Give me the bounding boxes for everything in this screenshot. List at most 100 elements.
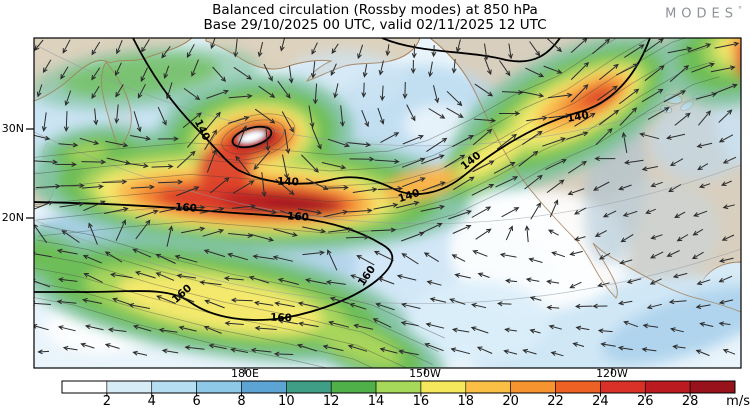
wind-arrow <box>411 44 417 59</box>
wind-arrow <box>140 67 148 83</box>
wind-arrow <box>446 90 463 107</box>
wind-arrow <box>569 281 582 289</box>
wind-arrow <box>524 174 543 190</box>
wind-arrow <box>230 297 253 303</box>
wind-arrow <box>34 159 58 165</box>
wind-arrow <box>400 320 419 327</box>
chart-title: Balanced circulation (Rossby modes) at 8… <box>212 2 538 18</box>
wind-arrow <box>444 154 466 168</box>
wind-arrow <box>647 107 670 120</box>
wind-arrow <box>228 232 254 238</box>
wind-arrow <box>203 325 222 334</box>
wind-arrow <box>199 206 225 214</box>
wind-arrow <box>80 342 95 349</box>
wind-arrow <box>199 280 222 286</box>
wind-arrow <box>401 157 426 168</box>
wind-arrow <box>57 325 76 332</box>
wind-arrow <box>546 305 560 311</box>
wind-arrow <box>322 344 344 352</box>
wind-arrow <box>34 278 51 288</box>
chart-subtitle: Base 29/10/2025 00 UTC, valid 02/11/2025… <box>203 17 547 33</box>
wind-arrow <box>104 206 129 214</box>
wind-arrow <box>353 323 374 330</box>
wind-arrow <box>165 82 173 100</box>
wind-arrow <box>174 254 198 263</box>
wind-arrow <box>402 177 426 188</box>
wind-arrow <box>451 58 457 74</box>
wind-arrow <box>454 273 471 279</box>
wind-arrow <box>620 233 634 243</box>
wind-arrow <box>279 38 286 52</box>
wind-arrow <box>181 226 206 234</box>
wind-arrow <box>592 38 611 55</box>
wind-arrow <box>618 88 640 105</box>
wind-arrow <box>115 219 126 241</box>
wind-arrow <box>93 108 99 126</box>
wind-arrow <box>128 303 150 309</box>
streamline <box>40 225 445 339</box>
wind-arrow <box>548 324 562 330</box>
wind-arrow <box>548 229 559 236</box>
wind-arrow <box>155 272 175 281</box>
wind-arrow <box>508 43 513 60</box>
wind-arrow <box>419 222 443 235</box>
wind-arrow <box>424 342 444 352</box>
streamline <box>34 38 650 175</box>
wind-arrow <box>379 347 398 354</box>
wind-arrow <box>176 294 195 303</box>
wind-arrow <box>202 228 225 237</box>
wind-arrow <box>543 65 563 74</box>
contour-140-top-arc <box>381 38 561 63</box>
wind-arrow <box>722 156 737 164</box>
wind-arrow <box>566 131 589 140</box>
wind-arrow <box>329 296 350 304</box>
wind-arrow <box>546 279 560 285</box>
wind-arrow <box>81 298 102 304</box>
wind-arrow <box>59 201 85 208</box>
wind-arrow <box>574 112 596 127</box>
wind-arrow <box>375 302 395 311</box>
wind-arrow <box>624 44 645 58</box>
wind-arrow <box>81 159 107 165</box>
colorbar-segment <box>330 380 377 394</box>
wind-arrow <box>163 65 170 79</box>
wind-arrow <box>622 210 638 217</box>
wind-arrow <box>135 219 151 240</box>
wind-arrow <box>339 105 345 128</box>
wind-arrow <box>191 59 199 77</box>
streamline <box>37 76 720 237</box>
wind-arrow <box>206 89 229 99</box>
wind-arrow <box>230 347 248 353</box>
wind-arrow <box>505 225 513 241</box>
wind-arrow <box>410 59 416 74</box>
wind-arrow <box>331 43 339 55</box>
wind-arrow <box>666 133 686 140</box>
graticule <box>34 43 741 304</box>
wind-arrow <box>669 64 690 82</box>
wind-arrow <box>377 107 385 125</box>
wind-arrow <box>522 130 543 146</box>
wind-arrow <box>453 176 475 191</box>
wind-arrow <box>501 89 524 95</box>
wind-arrow <box>642 323 659 329</box>
wind-arrow <box>236 125 247 149</box>
wind-arrow <box>695 349 710 357</box>
wind-arrow <box>545 159 567 171</box>
wind-arrow <box>297 301 319 308</box>
wind-arrow <box>669 327 684 333</box>
wind-arrow <box>132 324 152 332</box>
wind-arrow <box>328 227 353 233</box>
wind-arrow <box>395 200 420 209</box>
wind-arrow <box>495 176 519 188</box>
wind-arrow <box>649 251 664 259</box>
wind-arrow <box>546 179 565 194</box>
wind-arrow <box>574 207 587 215</box>
wind-arrow <box>695 92 718 100</box>
wind-arrow <box>308 105 315 129</box>
wind-arrow <box>550 351 564 357</box>
wind-arrow <box>115 62 122 77</box>
wind-arrow <box>568 160 588 174</box>
wind-arrow <box>672 344 686 350</box>
wind-arrow <box>57 277 78 283</box>
wind-arrow <box>499 60 511 77</box>
